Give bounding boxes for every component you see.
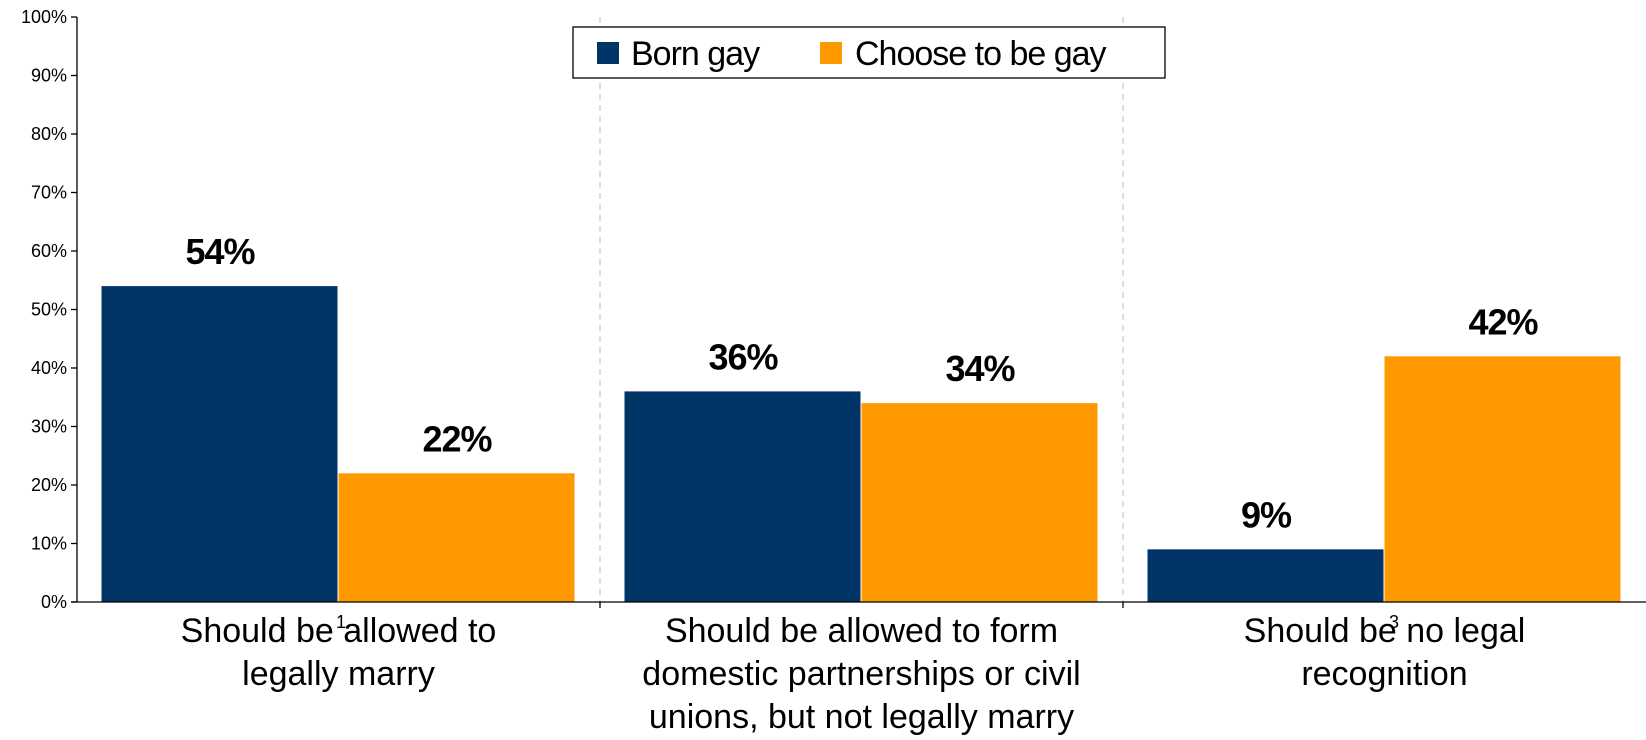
footnote-mark: 1 <box>336 612 346 632</box>
bar <box>101 286 338 602</box>
y-tick-label: 80% <box>31 124 67 144</box>
data-label: 9% <box>1241 494 1292 535</box>
category-dividers <box>599 17 1124 602</box>
data-label: 34% <box>945 348 1015 389</box>
data-labels: 54% 36% 9% 22% 34% 42% <box>185 231 1539 535</box>
y-tick-label: 50% <box>31 300 67 320</box>
category-labels: Should be allowed to legally marry Should … <box>181 612 1526 736</box>
bars <box>101 286 1621 602</box>
data-label: 42% <box>1468 301 1538 342</box>
bar <box>338 473 575 602</box>
data-label: 54% <box>185 231 255 272</box>
category-label: Should be allowed to legally marry <box>181 612 497 693</box>
y-axis: 0% 10% 20% 30% 40% 50% 60% 70% 80% 90% 100% <box>21 7 78 612</box>
data-label: 36% <box>708 336 778 377</box>
category-label: Should be no legal recognition <box>1244 612 1526 693</box>
footnote-marks: 1 3 <box>336 612 1399 632</box>
bar <box>1147 549 1384 602</box>
y-tick-label: 0% <box>41 592 67 612</box>
x-axis <box>71 601 1646 608</box>
y-tick-label: 60% <box>31 241 67 261</box>
y-tick-label: 30% <box>31 417 67 437</box>
legend-label-born-gay: Born gay <box>631 35 760 73</box>
bar <box>1384 356 1621 602</box>
legend-swatch-choose-to-be-gay <box>820 42 842 64</box>
bar <box>861 403 1098 602</box>
y-tick-label: 20% <box>31 475 67 495</box>
category-label: Should be allowed to form domestic partne… <box>642 612 1080 736</box>
y-tick-label: 90% <box>31 66 67 86</box>
bar <box>624 391 861 602</box>
legend-swatch-born-gay <box>597 42 619 64</box>
legend-box <box>572 26 1166 79</box>
data-label: 22% <box>422 418 492 459</box>
y-tick-label: 40% <box>31 358 67 378</box>
y-tick-label: 70% <box>31 183 67 203</box>
y-tick-label: 10% <box>31 534 67 554</box>
legend-label-choose-to-be-gay: Choose to be gay <box>855 35 1107 73</box>
legend: Born gay Choose to be gay <box>572 26 1166 79</box>
footnote-mark: 3 <box>1389 612 1399 632</box>
y-tick-label: 100% <box>21 7 67 27</box>
